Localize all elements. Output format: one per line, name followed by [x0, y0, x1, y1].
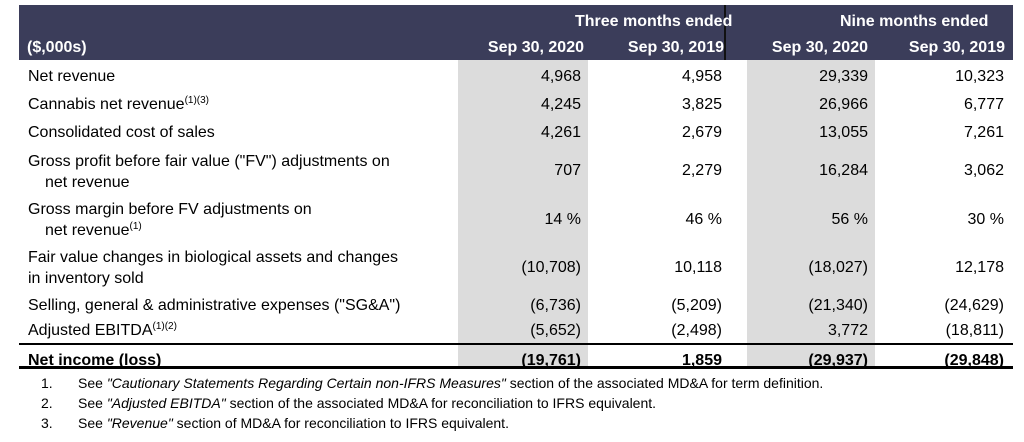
table-cell: 7,261	[963, 124, 1004, 141]
table-cell: (10,708)	[521, 259, 581, 276]
row-label-cost-of-sales: Consolidated cost of sales	[28, 124, 215, 141]
table-cell: (2,498)	[671, 322, 722, 339]
footnote-ref: (1)(2)	[152, 321, 177, 332]
table-cell: 1,859	[681, 352, 722, 369]
row-label-net-income: Net income (loss)	[28, 352, 162, 369]
row-label-gross-margin-line2: net revenue(1)	[45, 221, 142, 240]
row-label-fair-value-changes: Fair value changes in biological assets …	[28, 249, 399, 266]
table-bottom-line	[19, 366, 1013, 369]
table-cell: 26,966	[819, 96, 868, 113]
unit-label: ($,000s)	[27, 39, 87, 56]
total-separator-line	[19, 343, 1013, 345]
table-cell: 3,825	[681, 96, 722, 113]
table-cell: (18,027)	[808, 259, 868, 276]
table-cell: 46 %	[685, 211, 722, 228]
table-cell: 707	[554, 162, 581, 179]
table-cell: (5,209)	[671, 297, 722, 314]
footnote-number: 1.	[41, 375, 53, 391]
group-header-nine-months: Nine months ended	[840, 13, 989, 30]
column-header-9m-2020: Sep 30, 2020	[771, 39, 868, 56]
table-cell: 56 %	[831, 211, 868, 228]
table-cell: 4,245	[540, 96, 581, 113]
table-cell: (5,652)	[530, 322, 581, 339]
header-divider	[724, 5, 726, 60]
footnote-ref: (1)(3)	[184, 95, 210, 106]
table-header	[19, 5, 1013, 60]
row-label-fair-value-changes-line2: in inventory sold	[28, 270, 144, 287]
table-cell: 29,339	[819, 68, 868, 85]
table-cell: 13,055	[819, 124, 868, 141]
table-cell: (29,848)	[944, 352, 1004, 369]
row-label-gross-margin: Gross margin before FV adjustments on	[28, 201, 312, 218]
table-cell: (24,629)	[944, 297, 1004, 314]
column-header-q3-2020: Sep 30, 2020	[487, 39, 584, 56]
table-cell: 3,062	[963, 162, 1004, 179]
footnote-ref: (1)	[129, 221, 142, 232]
table-cell: 4,968	[540, 68, 581, 85]
shaded-column-q3-2020	[458, 60, 588, 366]
table-cell: 10,323	[955, 68, 1004, 85]
table-cell: (19,761)	[521, 352, 581, 369]
table-cell: 6,777	[963, 96, 1004, 113]
table-cell: (18,811)	[945, 322, 1004, 339]
table-cell: 12,178	[955, 259, 1004, 276]
column-header-q3-2019: Sep 30, 2019	[627, 39, 724, 56]
table-cell: 16,284	[819, 162, 868, 179]
row-label-adjusted-ebitda: Adjusted EBITDA(1)(2)	[28, 321, 177, 340]
table-cell: (21,340)	[808, 297, 868, 314]
row-label-sga: Selling, general & administrative expens…	[28, 297, 401, 314]
table-cell: 2,679	[681, 124, 722, 141]
table-cell: 30 %	[967, 211, 1004, 228]
row-label-gross-profit: Gross profit before fair value ("FV") ad…	[28, 153, 390, 170]
table-cell: 2,279	[681, 162, 722, 179]
table-cell: (6,736)	[530, 297, 581, 314]
table-cell: 14 %	[544, 211, 581, 228]
table-cell: 4,261	[540, 124, 581, 141]
table-cell: 4,958	[681, 68, 722, 85]
footnote-1: See "Cautionary Statements Regarding Cer…	[78, 375, 824, 391]
row-label-gross-profit-line2: net revenue	[45, 174, 130, 191]
footnote-2: See "Adjusted EBITDA" section of the ass…	[78, 395, 657, 411]
table-cell: (29,937)	[808, 352, 868, 369]
footnote-number: 3.	[41, 415, 53, 431]
footnote-3: See "Revenue" section of MD&A for reconc…	[78, 415, 509, 431]
shaded-column-9m-2020	[747, 60, 875, 366]
table-cell: 10,118	[674, 259, 722, 276]
table-cell: 3,772	[827, 322, 868, 339]
row-label-net-revenue: Net revenue	[28, 68, 116, 85]
row-label-cannabis-net-revenue: Cannabis net revenue(1)(3)	[28, 95, 210, 114]
column-header-9m-2019: Sep 30, 2019	[908, 39, 1005, 56]
group-header-three-months: Three months ended	[575, 13, 733, 30]
footnote-number: 2.	[41, 395, 53, 411]
